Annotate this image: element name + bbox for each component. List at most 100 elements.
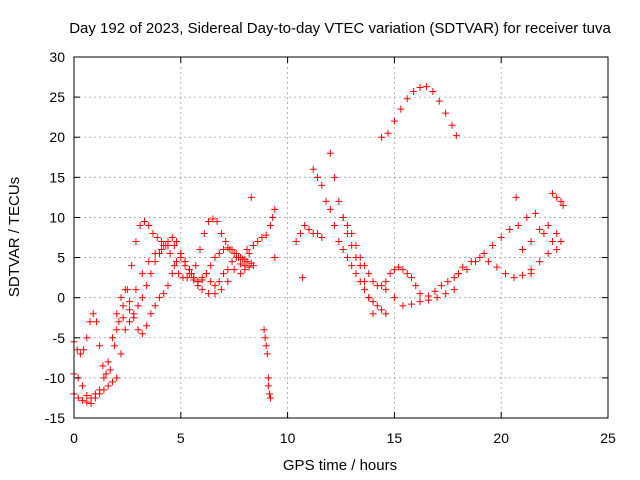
- data-point: [267, 394, 275, 402]
- data-point: [194, 282, 202, 290]
- data-point: [437, 282, 445, 290]
- data-point: [121, 286, 129, 294]
- data-point: [211, 282, 219, 290]
- data-point: [450, 286, 458, 294]
- data-point: [149, 229, 157, 237]
- data-point: [450, 274, 458, 282]
- data-point: [557, 238, 565, 246]
- data-point: [459, 263, 467, 271]
- data-point: [435, 97, 443, 105]
- data-point: [429, 87, 437, 95]
- data-point: [544, 250, 552, 258]
- data-point: [249, 242, 257, 250]
- series-arc-l: [378, 83, 460, 141]
- chart-title: Day 192 of 2023, Sidereal Day-to-day VTE…: [69, 20, 611, 37]
- data-point: [183, 274, 191, 282]
- series-arc-i: [326, 149, 377, 318]
- data-point: [245, 250, 253, 258]
- data-point: [318, 234, 326, 241]
- data-point: [493, 263, 501, 271]
- series-arc-b: [70, 254, 257, 402]
- data-point: [173, 258, 181, 266]
- data-point: [96, 342, 104, 350]
- data-point: [553, 246, 561, 254]
- data-point: [89, 310, 97, 318]
- data-point: [83, 392, 91, 400]
- data-point: [151, 250, 159, 258]
- data-point: [382, 278, 390, 286]
- series-spike-9: [260, 326, 275, 402]
- data-point: [444, 278, 452, 286]
- data-point: [263, 350, 271, 358]
- data-point: [326, 205, 334, 213]
- data-point: [489, 242, 497, 250]
- data-point: [132, 238, 140, 246]
- data-point: [442, 109, 450, 117]
- data-point: [249, 262, 257, 270]
- data-point: [378, 282, 386, 290]
- y-tick-label: -15: [45, 410, 65, 426]
- data-point: [111, 342, 119, 350]
- data-point: [181, 258, 189, 266]
- data-point: [132, 286, 140, 294]
- data-point: [128, 262, 136, 270]
- data-point: [467, 258, 475, 266]
- data-point: [269, 213, 277, 221]
- data-point: [198, 276, 206, 284]
- data-point: [158, 238, 166, 246]
- data-marks: [70, 83, 567, 408]
- data-point: [296, 229, 304, 237]
- data-point: [382, 286, 390, 294]
- data-point: [160, 290, 168, 298]
- y-axis-label: SDTVAR / TECUs: [6, 177, 23, 297]
- y-tick-label: -10: [45, 370, 65, 386]
- data-point: [360, 286, 368, 294]
- data-point: [83, 334, 91, 342]
- data-point: [168, 234, 176, 241]
- y-tick-label: -5: [53, 330, 66, 346]
- data-point: [80, 346, 88, 354]
- data-point: [126, 318, 134, 326]
- data-point: [106, 366, 114, 374]
- data-point: [220, 270, 228, 278]
- data-point: [74, 394, 82, 402]
- data-point: [373, 302, 381, 310]
- series-arc-o: [459, 246, 561, 282]
- data-point: [360, 278, 368, 286]
- data-point: [403, 95, 411, 103]
- data-point: [314, 173, 322, 181]
- data-point: [544, 221, 552, 229]
- data-point: [230, 266, 238, 274]
- data-point: [548, 238, 556, 246]
- data-point: [476, 254, 484, 262]
- series-arc-e: [237, 231, 270, 278]
- grid: [74, 57, 608, 418]
- x-axis-label: GPS time / hours: [283, 457, 397, 474]
- y-tick-label: 30: [49, 49, 65, 65]
- data-point: [196, 246, 204, 254]
- series-arc-k: [382, 286, 458, 310]
- data-point: [540, 229, 548, 237]
- data-point: [113, 374, 121, 382]
- data-point: [356, 254, 364, 262]
- data-point: [553, 229, 561, 237]
- data-point: [264, 374, 272, 382]
- series-arc-p: [519, 221, 565, 254]
- data-point: [292, 238, 300, 246]
- series-isolated: [247, 165, 535, 282]
- data-point: [335, 238, 343, 246]
- data-point: [454, 270, 462, 278]
- data-point: [384, 129, 392, 137]
- data-point: [365, 294, 373, 302]
- data-point: [245, 263, 253, 271]
- data-point: [215, 250, 223, 258]
- data-point: [301, 221, 309, 229]
- data-point: [265, 390, 273, 398]
- data-point: [209, 215, 217, 223]
- data-point: [192, 262, 200, 270]
- data-point: [79, 396, 87, 404]
- data-point: [138, 294, 146, 302]
- data-point: [87, 400, 95, 408]
- data-point: [173, 238, 181, 246]
- y-tick-label: 0: [57, 290, 65, 306]
